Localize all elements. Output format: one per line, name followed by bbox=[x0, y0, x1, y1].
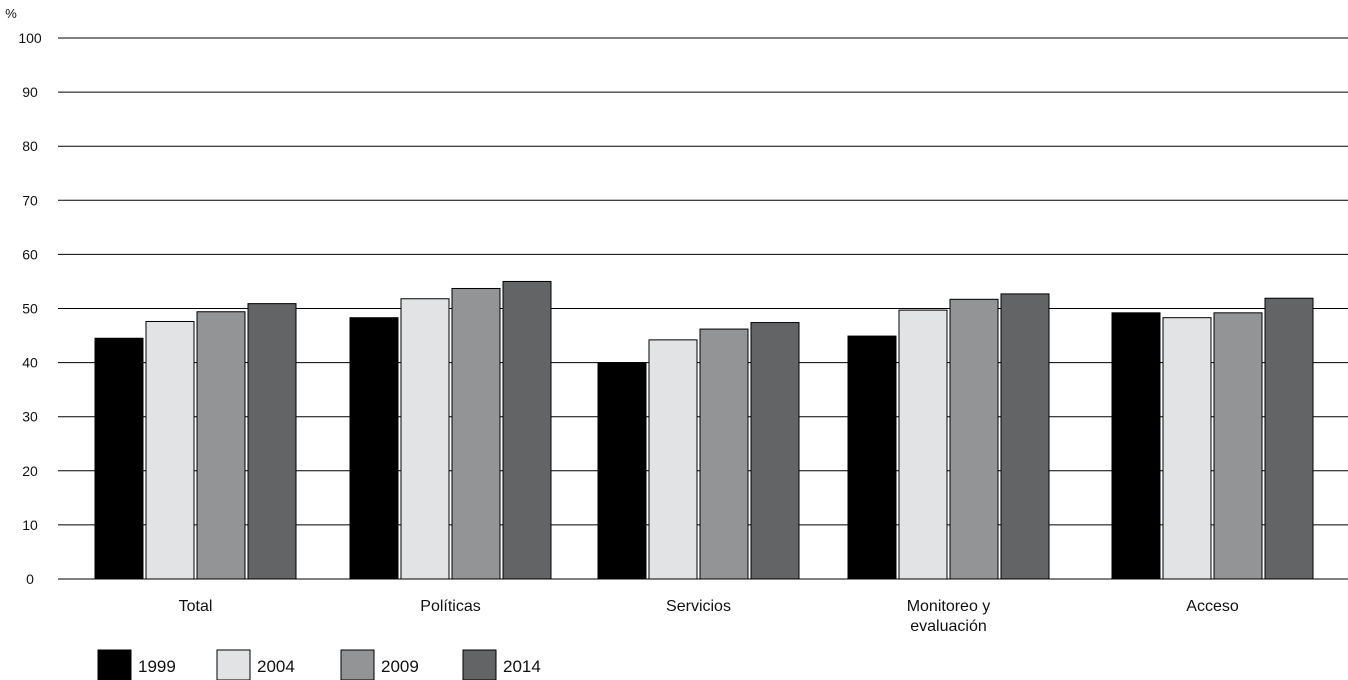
y-tick-label: 100 bbox=[18, 30, 42, 46]
y-tick-label: 80 bbox=[22, 138, 38, 154]
bar-2004 bbox=[1162, 317, 1212, 580]
bar-1999 bbox=[597, 362, 647, 580]
y-tick-label: 20 bbox=[22, 463, 38, 479]
bar-2004 bbox=[145, 320, 195, 580]
bar-2004 bbox=[400, 298, 450, 580]
legend-label-2004: 2004 bbox=[257, 657, 295, 676]
bar-1999 bbox=[94, 337, 144, 580]
bar-2014 bbox=[750, 322, 800, 580]
y-axis-unit-label: % bbox=[5, 6, 17, 21]
x-category-label: Total bbox=[179, 598, 213, 615]
bar-2014 bbox=[247, 303, 297, 580]
y-tick-label: 90 bbox=[22, 84, 38, 100]
y-tick-label: 40 bbox=[22, 355, 38, 371]
y-axis-ticks: 0 10 20 30 40 50 60 70 80 90 100 bbox=[18, 30, 42, 587]
y-tick-label: 60 bbox=[22, 246, 38, 262]
x-axis-labels: Total Políticas Servicios Monitoreo y evalua… bbox=[179, 598, 1239, 635]
legend: 1999 2004 2009 2014 bbox=[97, 649, 541, 680]
bar-2009 bbox=[1213, 312, 1263, 580]
bar-2009 bbox=[699, 328, 749, 580]
x-category-label: Acceso bbox=[1186, 598, 1239, 615]
x-category-label: Políticas bbox=[420, 598, 480, 615]
y-tick-label: 70 bbox=[22, 192, 38, 208]
bar-2009 bbox=[196, 311, 246, 580]
bar-2009 bbox=[451, 287, 501, 580]
bar-1999 bbox=[1111, 312, 1161, 580]
legend-label-2014: 2014 bbox=[503, 657, 541, 676]
bar-2009 bbox=[949, 298, 999, 580]
bars bbox=[94, 280, 1314, 580]
legend-label-2009: 2009 bbox=[381, 657, 419, 676]
bar-2004 bbox=[898, 309, 948, 580]
legend-swatch-1999 bbox=[97, 649, 132, 680]
legend-swatch-2009 bbox=[340, 649, 375, 680]
x-category-label: evaluación bbox=[910, 618, 987, 635]
y-tick-label: 30 bbox=[22, 409, 38, 425]
bar-2014 bbox=[1000, 293, 1050, 580]
bar-2014 bbox=[1264, 297, 1314, 580]
legend-swatch-2004 bbox=[216, 649, 251, 680]
y-tick-label: 0 bbox=[26, 571, 34, 587]
legend-label-1999: 1999 bbox=[138, 657, 176, 676]
bar-2004 bbox=[648, 339, 698, 580]
y-tick-label: 10 bbox=[22, 517, 38, 533]
x-category-label: Servicios bbox=[666, 598, 731, 615]
bar-1999 bbox=[349, 317, 399, 580]
bar-1999 bbox=[847, 335, 897, 580]
legend-swatch-2014 bbox=[462, 649, 497, 680]
y-tick-label: 50 bbox=[22, 301, 38, 317]
bar-2014 bbox=[502, 280, 552, 580]
x-category-label: Monitoreo y bbox=[907, 598, 991, 615]
